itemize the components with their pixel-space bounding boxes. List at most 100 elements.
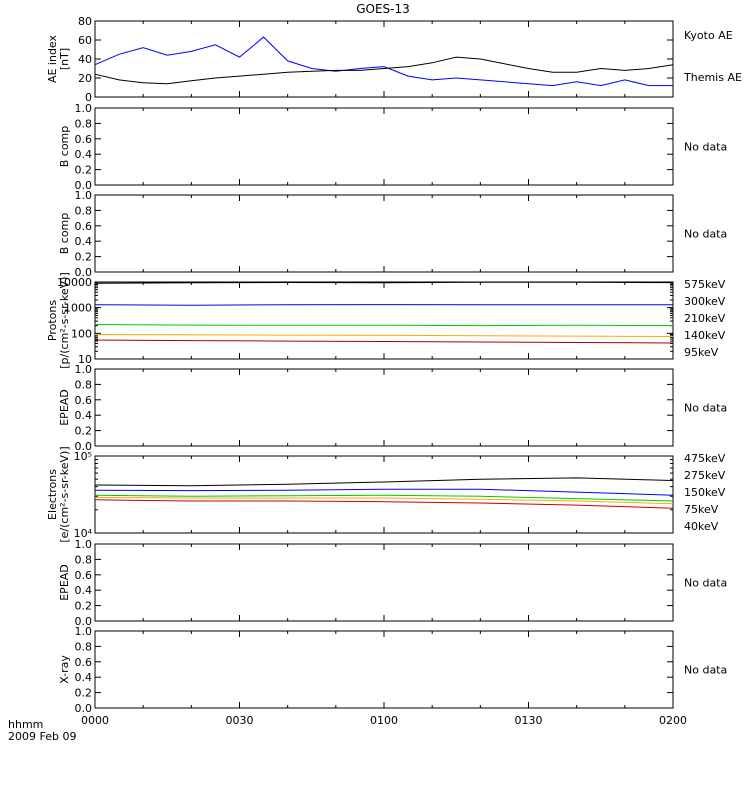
legend-entry: 275keV bbox=[684, 469, 726, 482]
y-tick-label: 0.2 bbox=[75, 251, 93, 264]
y-tick-label: 0.2 bbox=[75, 600, 93, 613]
panel-frame bbox=[94, 455, 674, 534]
panels: 0 20 40 60 80 AE index [nT] Kyoto AE Themis AE 0.… bbox=[46, 15, 742, 715]
y-tick-label: 100 bbox=[71, 327, 92, 340]
y-tick-label: 0.6 bbox=[75, 656, 93, 669]
panel-electrons: 10⁴ 10⁵ Electrons [e/(cm²-s-sr-keV)] 475keV 2… bbox=[46, 446, 726, 542]
legend-entry: 95keV bbox=[684, 346, 719, 359]
y-tick-label: 0.4 bbox=[75, 409, 93, 422]
x-tick-label: 0130 bbox=[515, 714, 543, 727]
panel-epead2: 0.0 0.2 0.4 0.6 0.8 1.0 EPEAD No data bbox=[58, 538, 727, 628]
y-tick-label: 0.6 bbox=[75, 569, 93, 582]
y-tick-label: 0.4 bbox=[75, 671, 93, 684]
y-tick-label: 0.0 bbox=[75, 440, 93, 453]
y-tick-label: 10 bbox=[78, 353, 92, 366]
y-axis-label: EPEAD bbox=[58, 564, 71, 601]
y-tick-label: 40 bbox=[78, 53, 92, 66]
y-tick-label: 80 bbox=[78, 15, 92, 28]
legend-entry: 575keV bbox=[684, 278, 726, 291]
y-tick-label: 1.0 bbox=[75, 189, 93, 202]
legend-entry: 475keV bbox=[684, 452, 726, 465]
y-tick-label: 0.8 bbox=[75, 553, 93, 566]
series-line-95kev bbox=[94, 339, 674, 344]
y-tick-label: 0.2 bbox=[75, 687, 93, 700]
y-tick-label: 0.6 bbox=[75, 220, 93, 233]
panel-xray: 0.0 0.2 0.4 0.6 0.8 1.0 X-ray No data bbox=[58, 625, 727, 715]
panel-bcomp1: 0.0 0.2 0.4 0.6 0.8 1.0 B comp No data bbox=[58, 102, 727, 192]
series-line-300kev bbox=[94, 304, 673, 306]
y-tick-label: 0.8 bbox=[75, 204, 93, 217]
y-tick-label: 1000 bbox=[64, 302, 92, 315]
y-tick-label: 1.0 bbox=[75, 625, 93, 638]
y-tick-label: 10⁴ bbox=[74, 527, 93, 540]
legend-entry: 210keV bbox=[684, 312, 726, 325]
panel-frame bbox=[94, 194, 674, 273]
y-axis-label: Protons bbox=[46, 300, 59, 341]
y-tick-label: 0.4 bbox=[75, 235, 93, 248]
no-data-label: No data bbox=[684, 577, 727, 590]
y-tick-label: 0.6 bbox=[75, 133, 93, 146]
y-axis-label: [p/(cm²-s-sr-keV)] bbox=[58, 272, 71, 369]
y-tick-label: 10⁵ bbox=[74, 450, 92, 463]
panel-frame bbox=[94, 107, 674, 186]
y-tick-label: 0.2 bbox=[75, 425, 93, 438]
y-tick-label: 0.6 bbox=[75, 394, 93, 407]
y-tick-label: 1.0 bbox=[75, 102, 93, 115]
y-axis-label: [e/(cm²-s-sr-keV)] bbox=[58, 446, 71, 542]
y-tick-label: 1.0 bbox=[75, 538, 93, 551]
series-line-575kev bbox=[94, 281, 674, 284]
y-tick-label: 0.8 bbox=[75, 640, 93, 653]
y-axis-label: AE index bbox=[46, 34, 59, 83]
y-axis-label: X-ray bbox=[58, 655, 71, 684]
no-data-label: No data bbox=[684, 664, 727, 677]
panel-frame bbox=[94, 368, 674, 447]
panel-frame bbox=[94, 630, 674, 709]
y-tick-label: 1.0 bbox=[75, 363, 93, 376]
x-tick-label: 0000 bbox=[81, 714, 109, 727]
y-tick-label: 0.4 bbox=[75, 584, 93, 597]
panel-ae: 0 20 40 60 80 AE index [nT] Kyoto AE Themis AE bbox=[46, 15, 742, 104]
panel-frame bbox=[94, 543, 674, 622]
y-axis-label: Electrons bbox=[46, 469, 59, 520]
series-line-75kev bbox=[94, 496, 674, 505]
time-axis: 0000 0030 0100 0130 0200 bbox=[81, 714, 687, 727]
date-label: 2009 Feb 09 bbox=[8, 730, 76, 743]
y-tick-label: 10000 bbox=[57, 276, 92, 289]
series-line-40kev bbox=[94, 499, 674, 509]
panel-bcomp2: 0.0 0.2 0.4 0.6 0.8 1.0 B comp No data bbox=[58, 189, 727, 279]
series-line-150kev bbox=[94, 494, 674, 502]
y-tick-label: 0.2 bbox=[75, 164, 93, 177]
y-tick-label: 20 bbox=[78, 72, 92, 85]
y-tick-label: 0.8 bbox=[75, 378, 93, 391]
panel-protons: 10 100 1000 10000 Protons [p/(cm²-s-sr-keV)] 5… bbox=[46, 272, 726, 369]
series-line-140kev bbox=[94, 334, 674, 337]
y-tick-label: 0.4 bbox=[75, 148, 93, 161]
panel-frame bbox=[94, 281, 674, 360]
legend-entry: 150keV bbox=[684, 486, 726, 499]
series-line-themis-ae bbox=[94, 56, 674, 85]
y-axis-label: B comp bbox=[58, 126, 71, 168]
x-tick-label: 0100 bbox=[370, 714, 398, 727]
plot-title: GOES-13 bbox=[356, 2, 410, 16]
time-axis-label: hhmm bbox=[8, 718, 43, 731]
y-tick-label: 0.0 bbox=[75, 266, 93, 279]
series-line-210kev bbox=[94, 324, 674, 327]
y-axis-label: EPEAD bbox=[58, 389, 71, 426]
panel-frame bbox=[94, 20, 674, 98]
no-data-label: No data bbox=[684, 402, 727, 415]
x-tick-label: 0200 bbox=[659, 714, 687, 727]
legend-entry: 300keV bbox=[684, 295, 726, 308]
y-tick-label: 0.0 bbox=[75, 179, 93, 192]
no-data-label: No data bbox=[684, 228, 727, 241]
series-line-475kev bbox=[94, 477, 674, 487]
legend-entry: 40keV bbox=[684, 520, 719, 533]
x-tick-label: 0030 bbox=[226, 714, 254, 727]
y-axis-label: [nT] bbox=[58, 48, 71, 70]
series-line-kyoto-ae bbox=[94, 36, 673, 87]
series-line-275kev bbox=[94, 488, 674, 496]
y-tick-label: 0.0 bbox=[75, 615, 93, 628]
y-tick-label: 60 bbox=[78, 34, 92, 47]
y-tick-label: 0 bbox=[85, 91, 92, 104]
y-tick-label: 0.8 bbox=[75, 117, 93, 130]
